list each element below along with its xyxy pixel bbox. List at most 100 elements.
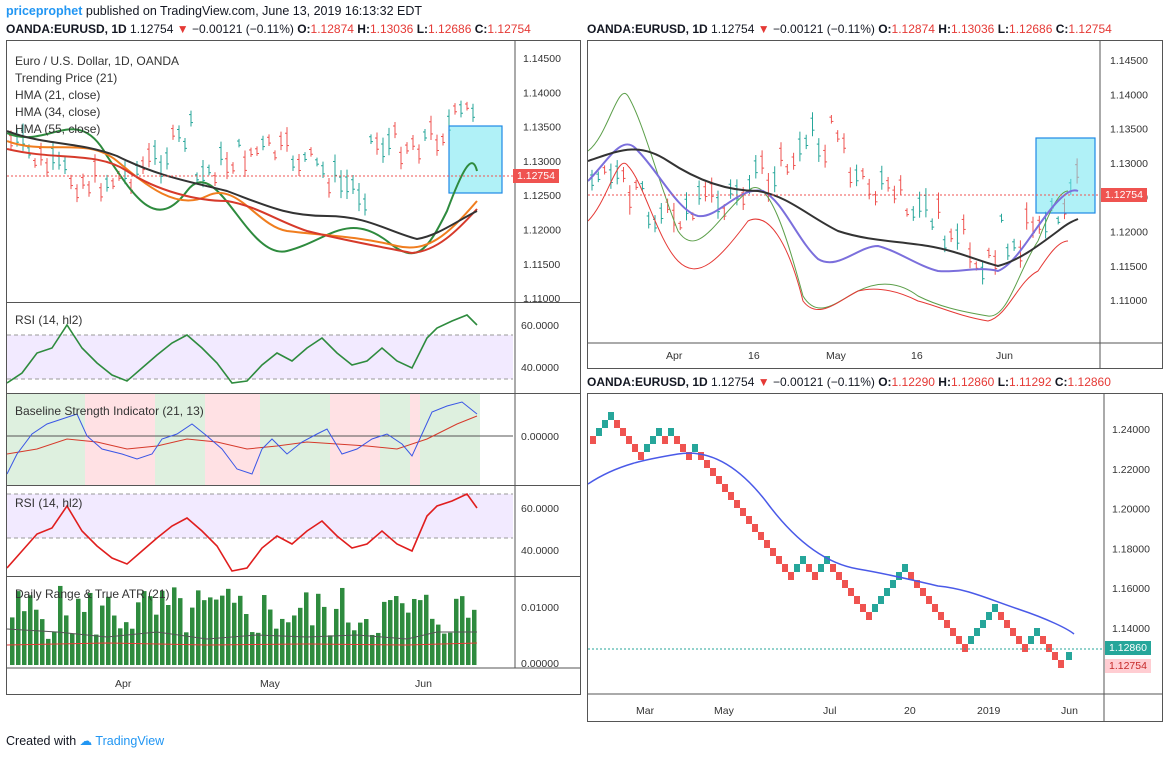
renko-up-brick [602, 420, 608, 428]
atr-bar [352, 630, 357, 665]
atr-bar [466, 617, 471, 665]
renko-up-brick [608, 412, 614, 420]
rsi-pane-1[interactable]: 60.0000 40.0000 RSI (14, hl2) [6, 302, 581, 395]
atr-bar [190, 607, 195, 665]
atr-bar [412, 598, 417, 665]
rt-price-tick: 1.11500 [1110, 261, 1147, 273]
left-price-tick: 1.14000 [523, 87, 561, 99]
legend-trending[interactable]: Trending Price (21) [15, 71, 118, 85]
left-x-jun: Jun [415, 678, 432, 690]
left-price-tick: 1.11000 [523, 293, 560, 303]
atr-bar [154, 614, 159, 665]
legend-series[interactable]: Euro / U.S. Dollar, 1D, OANDA [15, 54, 180, 68]
renko-down-brick [734, 500, 740, 508]
rsi2-tick-60: 60.0000 [521, 503, 559, 515]
renko-down-brick [776, 556, 782, 564]
symbol-name[interactable]: OANDA:EURUSD, 1D [587, 375, 708, 389]
renko-up-brick [644, 444, 650, 452]
renko-tag-red: 1.12754 [1105, 659, 1151, 673]
renko-down-brick [944, 620, 950, 628]
renko-up-brick [596, 428, 602, 436]
renko-down-brick [962, 644, 968, 652]
renko-down-brick [1022, 644, 1028, 652]
price-change: −0.00121 (−0.11%) [773, 22, 875, 36]
renko-down-brick [590, 436, 596, 444]
rb-x-jul: Jul [823, 705, 836, 717]
rsi1-label[interactable]: RSI (14, hl2) [15, 313, 83, 327]
high-value: 1.13036 [369, 22, 414, 36]
highlight-box[interactable] [1035, 137, 1096, 214]
low-value: 1.12686 [428, 22, 472, 36]
tradingview-cloud-icon[interactable]: ☁ [79, 734, 93, 748]
right-top-symbol-line: OANDA:EURUSD, 1D 1.12754 ▼ −0.00121 (−0.… [587, 22, 1112, 36]
renko-up-brick [668, 428, 674, 436]
renko-down-brick [1016, 636, 1022, 644]
legend-hma34[interactable]: HMA (34, close) [15, 105, 101, 119]
atr-bar [394, 596, 399, 665]
renko-down-brick [1052, 652, 1058, 660]
highlight-box[interactable] [448, 125, 503, 194]
renko-down-brick [698, 452, 704, 460]
atr-bar [214, 599, 219, 665]
rsi2-label[interactable]: RSI (14, hl2) [15, 496, 83, 510]
last-price: 1.12754 [130, 22, 174, 36]
down-arrow-icon: ▼ [757, 22, 770, 36]
left-price-tick: 1.12500 [523, 190, 561, 202]
renko-down-brick [860, 604, 866, 612]
rsi-pane-2[interactable]: 60.0000 40.0000 RSI (14, hl2) [6, 485, 581, 578]
right-bottom-symbol-line: OANDA:EURUSD, 1D 1.12754 ▼ −0.00121 (−0.… [587, 375, 1111, 389]
renko-down-brick [662, 436, 668, 444]
legend-hma55[interactable]: HMA (55, close) [15, 122, 101, 136]
rsi1-tick-40: 40.0000 [521, 362, 559, 374]
atr-bar [364, 619, 369, 665]
atr-tick-1: 0.01000 [521, 602, 559, 614]
renko-down-brick [854, 596, 860, 604]
symbol-name[interactable]: OANDA:EURUSD, 1D [587, 22, 708, 36]
rt-price-tick: 1.14500 [1110, 55, 1148, 67]
down-arrow-icon: ▼ [757, 375, 770, 389]
renko-up-brick [968, 636, 974, 644]
renko-down-brick [938, 612, 944, 620]
tradingview-link[interactable]: TradingView [95, 734, 165, 748]
atr-bar [172, 587, 177, 665]
left-price-pane[interactable]: 1.14500 1.14000 1.13500 1.13000 1.12500 1.120… [6, 40, 581, 304]
renko-up-brick [824, 556, 830, 564]
atr-bar [370, 634, 375, 665]
rt-price-tick: 1.14000 [1110, 89, 1148, 101]
atr-bar [142, 591, 147, 665]
renko-up-brick [872, 604, 878, 612]
author-link[interactable]: priceprophet [6, 4, 83, 18]
renko-down-brick [680, 444, 686, 452]
renko-up-brick [692, 444, 698, 452]
atr-bar [424, 594, 429, 665]
bsi-pane[interactable]: 0.00000 Baseline Strength Indicator (21,… [6, 393, 581, 487]
atr-tick-0: 0.00000 [521, 658, 559, 670]
atr-label[interactable]: Daily Range & True ATR (21) [15, 587, 170, 601]
legend-hma21[interactable]: HMA (21, close) [15, 88, 101, 102]
renko-down-brick [1040, 636, 1046, 644]
atr-pane[interactable]: 0.01000 0.00000 Apr May Jun Daily Range … [6, 576, 581, 695]
atr-bar [292, 615, 297, 665]
atr-bar [304, 592, 309, 665]
atr-bar [280, 618, 285, 665]
renko-down-brick [956, 636, 962, 644]
close-value: 1.12754 [1068, 22, 1112, 36]
renko-up-brick [974, 628, 980, 636]
bsi-label[interactable]: Baseline Strength Indicator (21, 13) [15, 404, 204, 418]
price-change: −0.00121 (−0.11%) [773, 375, 875, 389]
renko-down-brick [758, 532, 764, 540]
atr-bar [118, 628, 123, 665]
high-value: 1.13036 [950, 22, 995, 36]
rb-price-tick: 1.16000 [1112, 583, 1150, 595]
renko-up-brick [794, 564, 800, 572]
rt-price-tick: 1.11000 [1110, 295, 1147, 307]
rt-price-tick: 1.13500 [1110, 124, 1148, 136]
symbol-name[interactable]: OANDA:EURUSD, 1D [6, 22, 127, 36]
renko-up-brick [986, 612, 992, 620]
atr-bar [88, 592, 93, 665]
right-top-pane[interactable]: 1.145001.140001.135001.130001.125001.120… [587, 40, 1163, 369]
atr-bar [148, 596, 153, 665]
rb-price-tick: 1.22000 [1112, 464, 1150, 476]
right-bottom-pane[interactable]: 1.24000 1.22000 1.20000 1.18000 1.16000 1.140… [587, 393, 1163, 722]
renko-down-brick [770, 548, 776, 556]
